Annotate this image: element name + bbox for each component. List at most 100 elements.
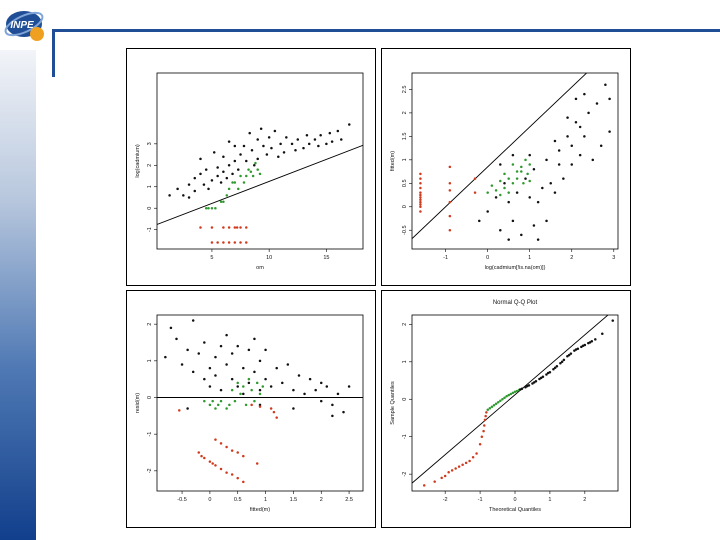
black-data-point xyxy=(342,410,345,414)
black-data-point xyxy=(331,403,334,407)
green-data-point xyxy=(225,194,229,197)
black-data-point xyxy=(191,319,195,322)
x-axis-label: Theoretical Quantiles xyxy=(489,507,541,513)
red-data-point xyxy=(483,424,486,427)
black-data-point xyxy=(569,352,573,355)
black-data-point xyxy=(186,348,189,352)
x-tick-label: 1 xyxy=(548,497,551,503)
green-data-point xyxy=(222,200,225,204)
black-data-point xyxy=(275,366,278,370)
y-tick-label: 0 xyxy=(147,396,153,399)
black-data-point xyxy=(168,194,171,197)
black-data-point xyxy=(325,385,329,388)
green-data-point xyxy=(203,399,206,403)
black-data-point xyxy=(219,344,223,348)
red-data-point xyxy=(258,405,262,408)
x-tick-label: 2 xyxy=(583,497,586,503)
black-data-point xyxy=(478,219,481,223)
black-data-point xyxy=(583,135,586,138)
x-axis-label: fitted(m) xyxy=(250,507,270,513)
black-data-point xyxy=(259,127,263,131)
green-data-point xyxy=(515,170,519,173)
red-data-point xyxy=(222,241,225,244)
red-data-point xyxy=(203,456,206,460)
red-data-point xyxy=(448,182,452,185)
black-data-point xyxy=(566,116,569,119)
red-data-point xyxy=(457,465,461,468)
y-tick-label: 0.5 xyxy=(402,179,408,187)
black-data-point xyxy=(570,144,574,147)
x-tick-label: -1 xyxy=(443,255,448,261)
black-data-point xyxy=(231,172,234,176)
y-tick-label: 3 xyxy=(147,142,153,145)
x-tick-label: 0 xyxy=(486,255,489,261)
black-data-point xyxy=(193,189,197,193)
black-data-point xyxy=(486,210,489,213)
green-data-point xyxy=(225,407,228,410)
black-data-point xyxy=(347,385,351,388)
green-data-point xyxy=(507,191,510,194)
black-data-point xyxy=(208,366,212,370)
x-tick-label: -0.5 xyxy=(177,497,186,503)
black-data-point xyxy=(588,341,592,344)
red-data-point xyxy=(242,454,245,458)
red-data-point xyxy=(422,484,426,487)
inpe-logo: INPE xyxy=(2,4,46,44)
red-data-point xyxy=(419,198,422,201)
black-data-point xyxy=(250,149,254,152)
black-data-point xyxy=(199,157,202,161)
header-vertical-rule xyxy=(52,29,55,77)
green-data-point xyxy=(251,174,255,178)
y-axis-label: resid(m) xyxy=(135,393,141,413)
green-data-point xyxy=(230,388,234,392)
black-data-point xyxy=(528,153,531,157)
green-data-point xyxy=(490,405,494,408)
black-data-point xyxy=(282,151,286,154)
red-data-point xyxy=(450,469,454,472)
red-data-point xyxy=(419,193,422,197)
y-axis-label: fitted(m) xyxy=(390,151,396,171)
black-data-point xyxy=(216,174,219,178)
green-data-point xyxy=(503,172,506,176)
y-tick-label: 1 xyxy=(402,158,408,161)
black-data-point xyxy=(511,219,515,223)
fitted-vs-log-cadmium-panel: -1 0 1 2 3 -0.5 0 0.5 1 1.5 2 2.5 log(cadmium[!is.na… xyxy=(381,48,631,286)
red-data-point xyxy=(272,410,276,414)
red-data-point xyxy=(230,449,234,452)
black-data-point xyxy=(264,348,267,352)
red-data-point xyxy=(464,461,468,465)
red-data-point xyxy=(448,228,452,232)
black-data-point xyxy=(552,368,555,371)
black-data-point xyxy=(578,125,582,129)
black-data-point xyxy=(574,348,578,351)
black-data-point xyxy=(214,374,217,377)
black-data-point xyxy=(256,157,259,161)
black-data-point xyxy=(330,140,334,143)
y-axis-label: Sample Quantiles xyxy=(390,381,396,425)
red-data-point xyxy=(222,226,225,229)
green-data-point xyxy=(490,184,494,187)
black-data-point xyxy=(319,381,323,385)
black-data-point xyxy=(553,139,557,143)
y-tick-label: 1.5 xyxy=(402,133,408,141)
black-data-point xyxy=(236,344,239,348)
red-data-point xyxy=(242,480,245,484)
black-data-point xyxy=(518,388,522,391)
green-data-point xyxy=(511,182,515,185)
black-data-point xyxy=(528,196,531,199)
black-data-point xyxy=(313,138,317,141)
black-data-point xyxy=(214,355,217,359)
green-data-point xyxy=(505,395,508,398)
green-data-point xyxy=(255,381,259,385)
black-data-point xyxy=(180,363,184,366)
black-data-point xyxy=(325,142,328,146)
chart-title: Normal Q-Q Plot xyxy=(493,300,538,306)
green-data-point xyxy=(207,206,210,210)
black-data-point xyxy=(302,146,305,150)
y-tick-label: -2 xyxy=(147,468,153,473)
black-data-point xyxy=(297,374,301,377)
red-data-point xyxy=(225,445,228,449)
black-data-point xyxy=(253,337,256,341)
black-data-point xyxy=(604,83,607,86)
green-data-point xyxy=(214,407,217,410)
